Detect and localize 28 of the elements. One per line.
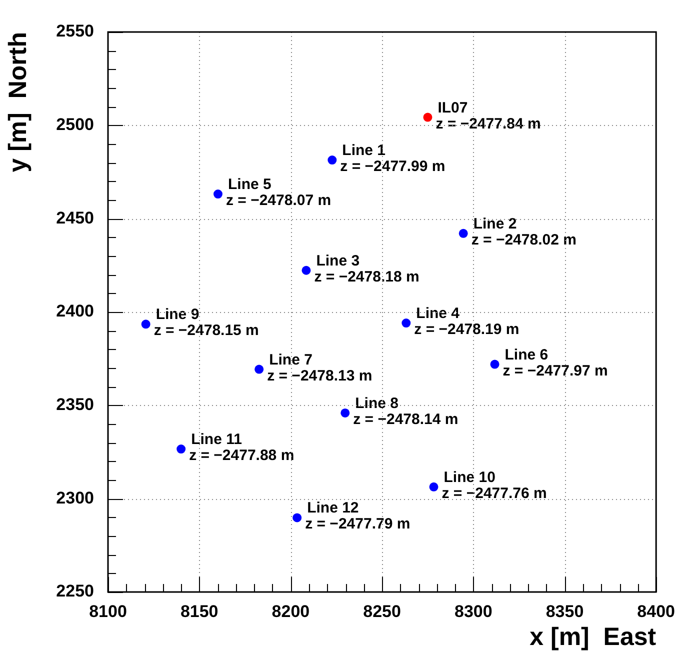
annotation: Line 4 z = −2478.19 m <box>414 305 520 338</box>
annotation: Line 5 z = −2478.07 m <box>226 176 332 210</box>
y-tick-label: 2400 <box>56 302 94 321</box>
annotation: Line 12 z = −2477.79 m <box>305 500 410 533</box>
annotation: Line 3 z = −2478.18 m <box>314 252 420 286</box>
y-tick-label: 2500 <box>56 115 94 134</box>
annotation: Line 7 z = −2478.13 m <box>267 351 372 384</box>
x-tick-label: 8100 <box>89 602 127 621</box>
annotation: Line 1 z = −2477.99 m <box>340 142 446 176</box>
annotation: Line 6 z = −2477.97 m <box>502 346 608 380</box>
annotation: Line 11 z = −2477.88 m <box>189 431 294 464</box>
y-tick-label: 2450 <box>56 208 94 228</box>
x-tick-label: 8400 <box>637 602 676 621</box>
x-tick-label: 8200 <box>272 602 310 621</box>
y-tick-label: 2550 <box>56 22 94 41</box>
annotation: Line 2 z = −2478.02 m <box>471 215 576 248</box>
y-axis-title: y [m] North <box>4 32 32 172</box>
x-tick-label: 8300 <box>454 602 492 621</box>
x-tick-label: 8350 <box>546 602 584 621</box>
annotation: Line 9 z = −2478.15 m <box>154 306 259 340</box>
y-tick-label: 2300 <box>56 488 94 508</box>
y-tick-label: 2250 <box>56 582 94 601</box>
x-tick-label: 8150 <box>180 602 218 621</box>
annotation: Line 8 z = −2478.14 m <box>353 394 458 428</box>
annotation: Line 10 z = −2477.76 m <box>442 468 547 502</box>
y-tick-label: 2350 <box>56 395 94 414</box>
x-tick-label: 8250 <box>363 602 401 621</box>
x-axis-title: x [m] East <box>530 622 657 651</box>
